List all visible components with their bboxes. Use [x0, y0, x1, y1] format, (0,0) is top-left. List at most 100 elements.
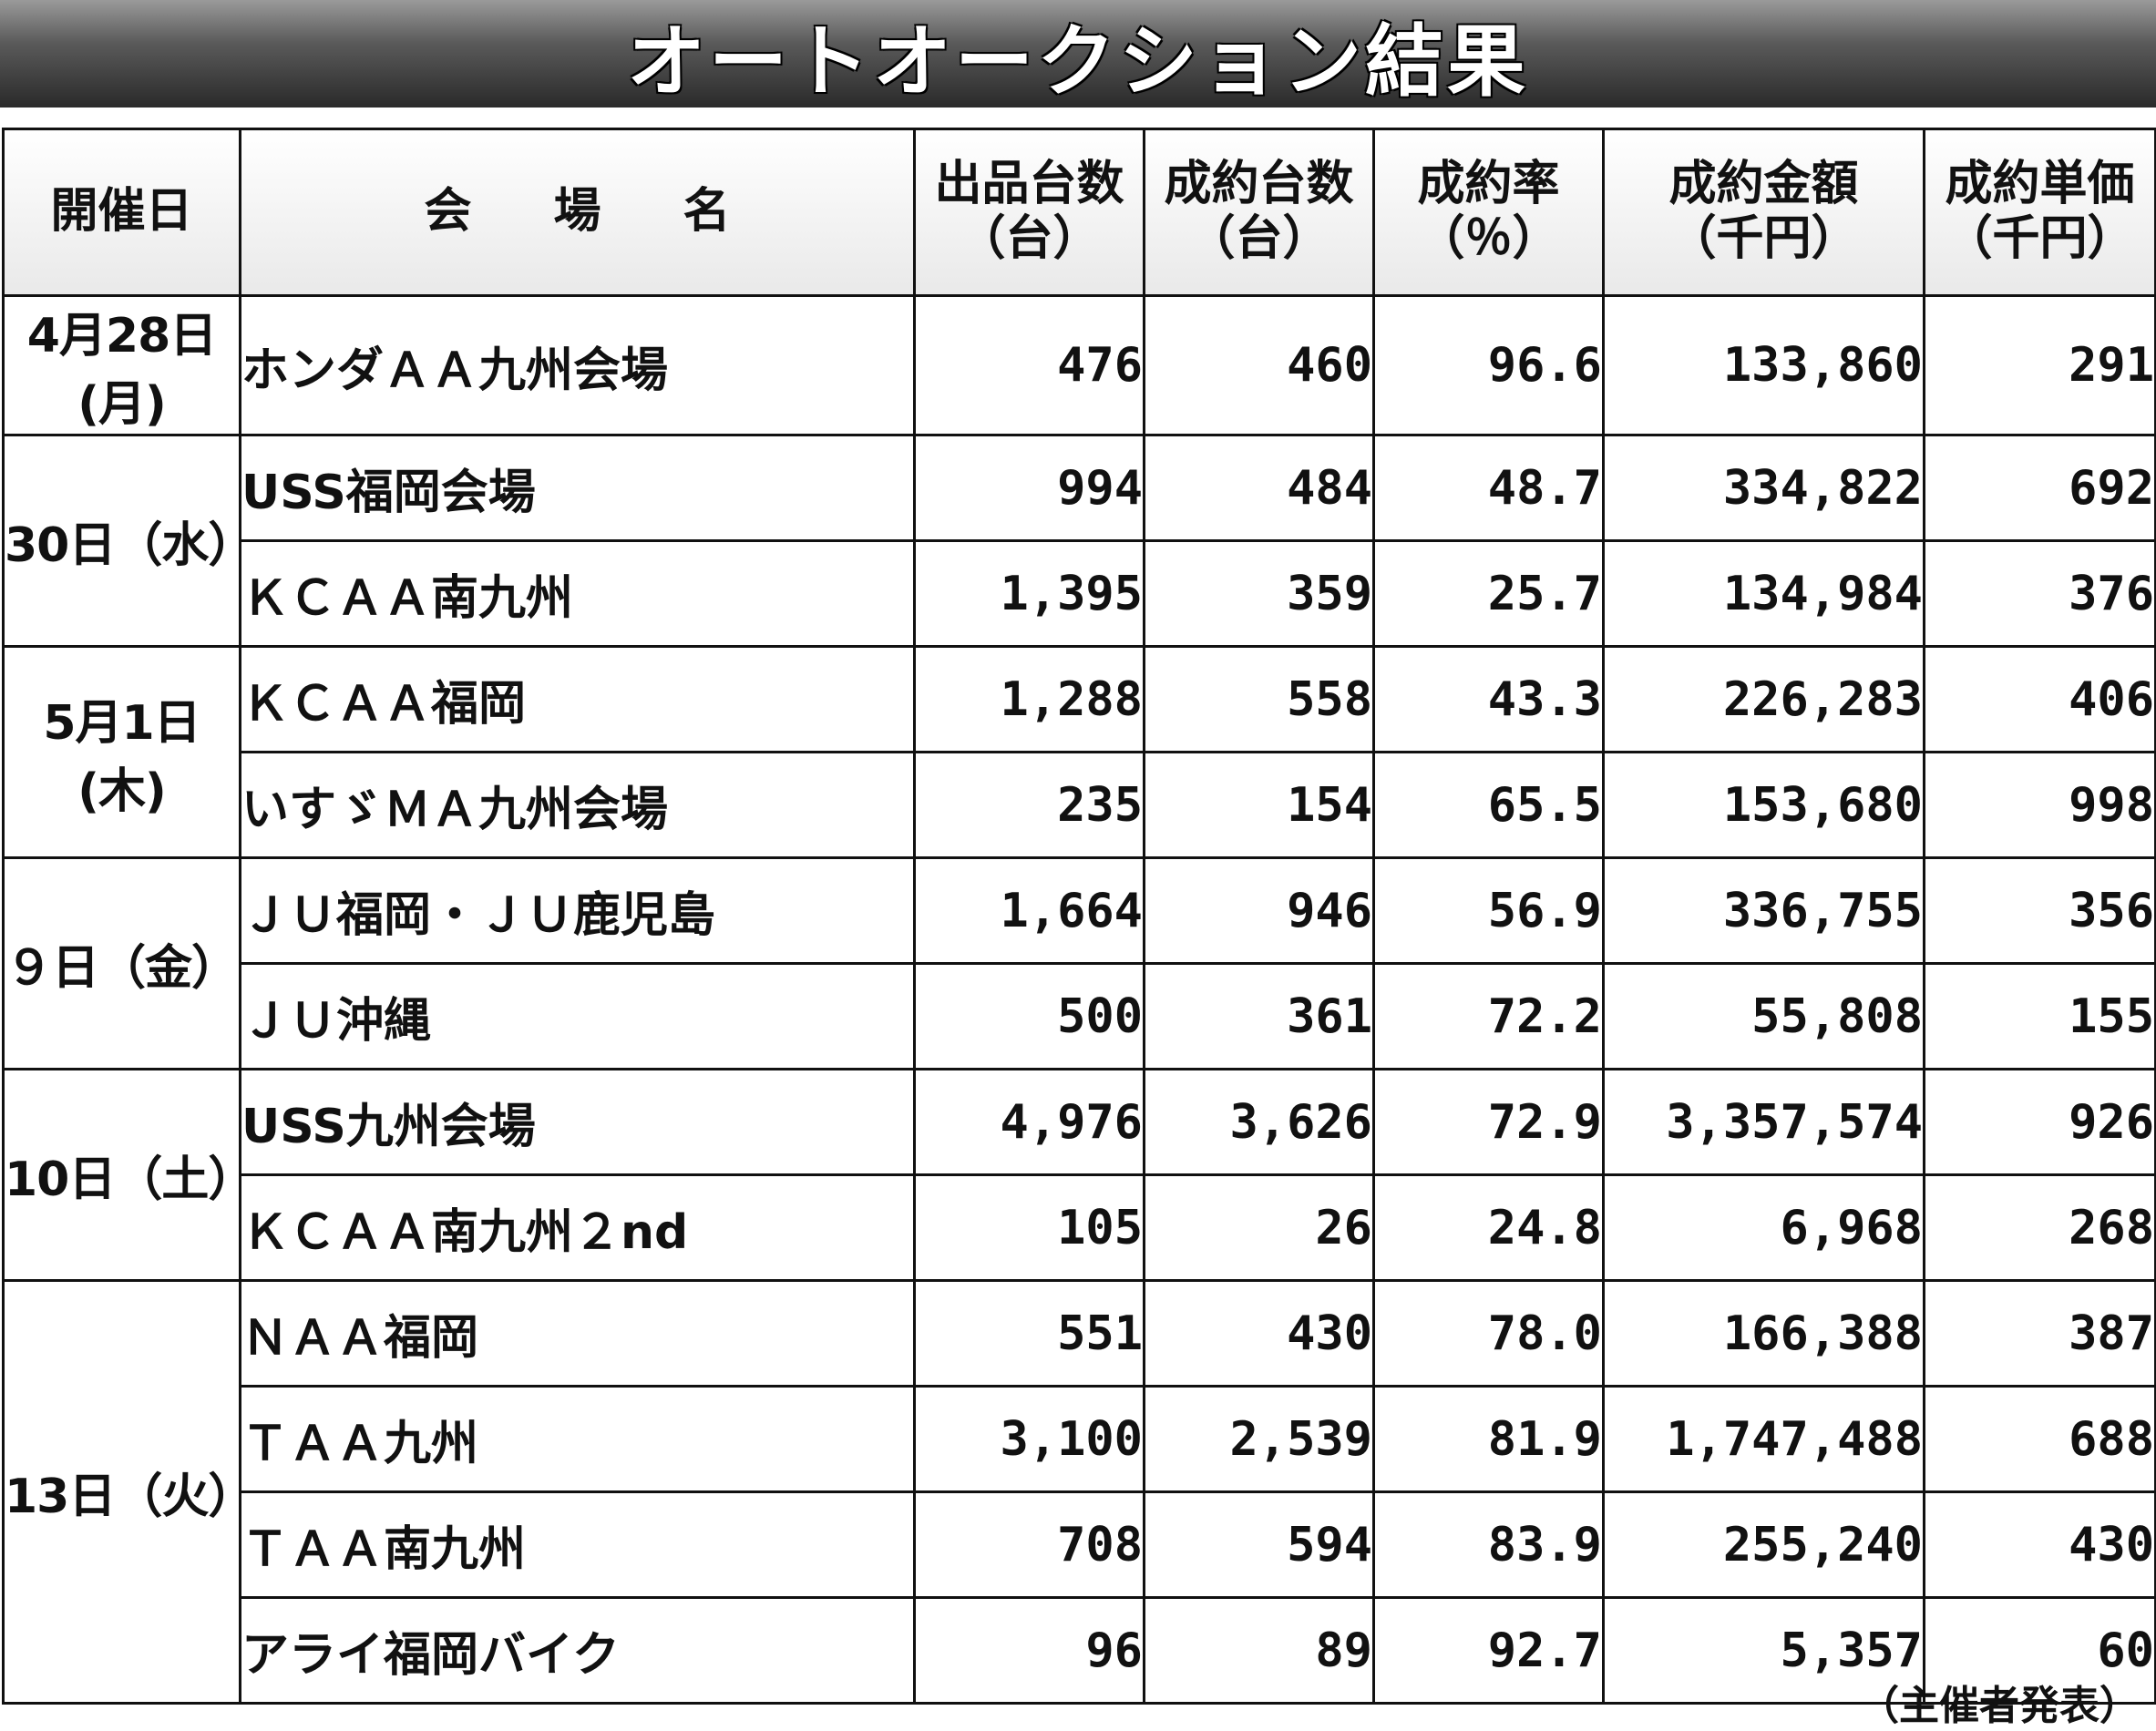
page-title: オートオークション結果	[627, 15, 1529, 108]
table-row: 5月1日(木) ＫＣＡＡ福岡 1,288 558 43.3 226,283 406	[2, 645, 2156, 859]
rate-cell: 92.7	[1372, 1596, 1605, 1705]
rate-cell: 65.5	[1372, 751, 1605, 859]
date-cell: 4月28日(月)	[2, 294, 241, 436]
amount-cell: 1,747,488	[1602, 1385, 1925, 1493]
rate-cell: 24.8	[1372, 1173, 1605, 1282]
unit-price-cell: 406	[1923, 645, 2156, 753]
venue-cell: ＫＣＡＡ福岡	[239, 645, 916, 753]
amount-cell: 226,283	[1602, 645, 1925, 753]
listed-cell: 3,100	[913, 1385, 1145, 1493]
amount-cell: 166,388	[1602, 1279, 1925, 1388]
rate-cell: 96.6	[1372, 294, 1605, 436]
rate-cell: 72.9	[1372, 1068, 1605, 1176]
rate-cell: 72.2	[1372, 962, 1605, 1070]
amount-cell: 3,357,574	[1602, 1068, 1925, 1176]
venue-cell: ＮＡＡ福岡	[239, 1279, 916, 1388]
listed-cell: 500	[913, 962, 1145, 1070]
listed-cell: 551	[913, 1279, 1145, 1388]
sold-cell: 460	[1143, 294, 1375, 436]
sold-cell: 89	[1143, 1596, 1375, 1705]
venue-cell: ＴＡＡ南九州	[239, 1490, 916, 1599]
rate-cell: 25.7	[1372, 539, 1605, 648]
table-row: 4月28日(月) ホンダＡＡ九州会場 476 460 96.6 133,860 291	[2, 294, 2156, 436]
unit-price-cell: 291	[1923, 294, 2156, 436]
table-row: ＫＣＡＡ南九州２nd 105 26 24.8 6,968 268	[4, 1173, 2156, 1282]
venue-cell: アライ福岡バイク	[239, 1596, 916, 1705]
amount-cell: 255,240	[1602, 1490, 1925, 1599]
amount-cell: 55,808	[1602, 962, 1925, 1070]
unit-price-cell: 356	[1923, 856, 2156, 965]
sold-cell: 154	[1143, 751, 1375, 859]
sold-cell: 946	[1143, 856, 1375, 965]
listed-cell: 1,664	[913, 856, 1145, 965]
venue-cell: ＫＣＡＡ南九州	[239, 539, 916, 648]
date-cell: ９日（金）	[2, 856, 241, 1070]
results-table: 開催日 会場名 出品台数 （台） 成約台数 （台） 成約率 （％） 成約金額 （…	[2, 128, 2156, 1705]
table-row: アライ福岡バイク 96 89 92.7 5,357 60	[4, 1596, 2156, 1705]
venue-cell: USS福岡会場	[239, 434, 916, 542]
sold-cell: 430	[1143, 1279, 1375, 1388]
unit-price-cell: 430	[1923, 1490, 2156, 1599]
date-cell: 30日（水）	[2, 434, 255, 648]
header-date: 開催日	[2, 128, 241, 297]
table-row: ９日（金） ＪＵ福岡・ＪＵ鹿児島 1,664 946 56.9 336,755 356	[2, 856, 2156, 1070]
rate-cell: 78.0	[1372, 1279, 1605, 1388]
amount-cell: 133,860	[1602, 294, 1925, 436]
header-listed: 出品台数 （台）	[913, 128, 1145, 297]
sold-cell: 594	[1143, 1490, 1375, 1599]
rate-cell: 48.7	[1372, 434, 1605, 542]
rate-cell: 56.9	[1372, 856, 1605, 965]
amount-cell: 336,755	[1602, 856, 1925, 965]
unit-price-cell: 387	[1923, 1279, 2156, 1388]
header-row: 開催日 会場名 出品台数 （台） 成約台数 （台） 成約率 （％） 成約金額 （…	[2, 128, 2156, 297]
table-row: 13日（火） ＮＡＡ福岡 551 430 78.0 166,388 387	[2, 1279, 2156, 1705]
listed-cell: 476	[913, 294, 1145, 436]
listed-cell: 96	[913, 1596, 1145, 1705]
table-row: 10日（土） USS九州会場 4,976 3,626 72.9 3,357,574 926	[2, 1068, 2156, 1282]
unit-price-cell: 60	[1923, 1596, 2156, 1705]
venue-cell: ＪＵ福岡・ＪＵ鹿児島	[239, 856, 916, 965]
sold-cell: 3,626	[1143, 1068, 1375, 1176]
table-row: ＴＡＡ九州 3,100 2,539 81.9 1,747,488 688	[4, 1385, 2156, 1493]
rate-cell: 43.3	[1372, 645, 1605, 753]
results-body: 4月28日(月) ホンダＡＡ九州会場 476 460 96.6 133,860 291 30日…	[2, 294, 2156, 1705]
table-row: いすゞＭＡ九州会場 235 154 65.5 153,680 998	[4, 751, 2156, 859]
venue-cell: ＪＵ沖縄	[239, 962, 916, 1070]
sold-cell: 558	[1143, 645, 1375, 753]
listed-cell: 4,976	[913, 1068, 1145, 1176]
amount-cell: 153,680	[1602, 751, 1925, 859]
sold-cell: 484	[1143, 434, 1375, 542]
amount-cell: 5,357	[1602, 1596, 1925, 1705]
sold-cell: 2,539	[1143, 1385, 1375, 1493]
venue-cell: ホンダＡＡ九州会場	[239, 294, 916, 436]
header-rate: 成約率 （％）	[1372, 128, 1605, 297]
listed-cell: 235	[913, 751, 1145, 859]
listed-cell: 1,395	[913, 539, 1145, 648]
listed-cell: 1,288	[913, 645, 1145, 753]
unit-price-cell: 926	[1923, 1068, 2156, 1176]
venue-cell: ＫＣＡＡ南九州２nd	[239, 1173, 916, 1282]
listed-cell: 105	[913, 1173, 1145, 1282]
header-amount: 成約金額 （千円）	[1602, 128, 1925, 297]
listed-cell: 708	[913, 1490, 1145, 1599]
venue-cell: ＴＡＡ九州	[239, 1385, 916, 1493]
listed-cell: 994	[913, 434, 1145, 542]
source-footnote: （主催者発表）	[1859, 1683, 2140, 1729]
unit-price-cell: 268	[1923, 1173, 2156, 1282]
header-unit-price: 成約単価 （千円）	[1923, 128, 2156, 297]
date-cell: 5月1日(木)	[2, 645, 241, 859]
sold-cell: 26	[1143, 1173, 1375, 1282]
unit-price-cell: 998	[1923, 751, 2156, 859]
rate-cell: 83.9	[1372, 1490, 1605, 1599]
unit-price-cell: 688	[1923, 1385, 2156, 1493]
header-sold: 成約台数 （台）	[1143, 128, 1375, 297]
amount-cell: 134,984	[1602, 539, 1925, 648]
table-row: ＫＣＡＡ南九州 1,395 359 25.7 134,984 376	[4, 539, 2156, 648]
unit-price-cell: 376	[1923, 539, 2156, 648]
title-bar: オートオークション結果	[0, 0, 2156, 108]
amount-cell: 6,968	[1602, 1173, 1925, 1282]
date-cell: 10日（土）	[2, 1068, 255, 1282]
venue-cell: いすゞＭＡ九州会場	[239, 751, 916, 859]
unit-price-cell: 692	[1923, 434, 2156, 542]
venue-cell: USS九州会場	[239, 1068, 916, 1176]
